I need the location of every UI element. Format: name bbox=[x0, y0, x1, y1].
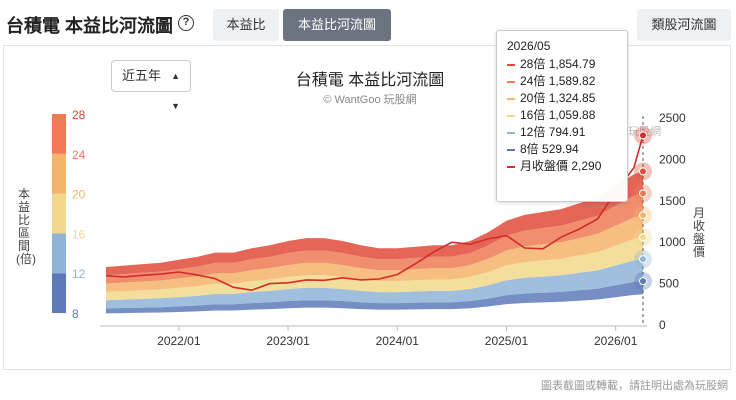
tooltip-label: 12倍 bbox=[520, 125, 549, 139]
marker-price bbox=[639, 131, 647, 140]
marker-8倍 bbox=[639, 277, 647, 286]
marker-24倍 bbox=[639, 189, 647, 198]
period-select[interactable]: 近五年 ▲ ▼ bbox=[111, 60, 191, 111]
tooltip-value: 1,059.88 bbox=[548, 108, 596, 122]
pe-scale-tick: 8 bbox=[72, 307, 79, 321]
series-swatch bbox=[507, 97, 515, 100]
series-swatch bbox=[507, 165, 515, 168]
pe-scale-segment bbox=[52, 153, 66, 194]
pe-scale-tick: 20 bbox=[72, 188, 86, 202]
band-8倍 bbox=[106, 281, 643, 314]
band-28倍 bbox=[106, 171, 643, 276]
x-tick-label: 2022/01 bbox=[157, 334, 201, 348]
help-circle-icon[interactable]: ? bbox=[178, 15, 194, 31]
marker-28倍 bbox=[639, 167, 647, 176]
y-right-tick: 2000 bbox=[659, 152, 686, 166]
chart-frame bbox=[3, 45, 731, 370]
tooltip-label: 月收盤價 bbox=[520, 159, 572, 173]
marker-16倍 bbox=[639, 233, 647, 242]
pe-scale-tick: 16 bbox=[72, 227, 86, 241]
y-right-tick: 1000 bbox=[659, 235, 686, 249]
price-line bbox=[105, 135, 644, 292]
x-tick-label: 2023/01 bbox=[266, 334, 310, 348]
series-swatch bbox=[507, 63, 515, 66]
pe-scale-tick: 28 bbox=[72, 108, 86, 122]
tooltip-date: 2026/05 bbox=[507, 39, 551, 53]
x-tick-label: 2026/01 bbox=[594, 334, 638, 348]
tooltip-value: 1,854.79 bbox=[548, 57, 596, 71]
chart-title: 台積電 本益比河流圖 bbox=[295, 72, 445, 89]
sort-caret-icon: ▲ ▼ bbox=[171, 71, 180, 111]
tooltip-value: 1,324.85 bbox=[548, 91, 596, 105]
tooltip-row: 24倍 1,589.82 bbox=[507, 73, 617, 90]
pe-scale-label: 本益比區間(倍) bbox=[16, 187, 36, 266]
watermark-text: 玩股網 bbox=[628, 124, 661, 138]
series-swatch bbox=[507, 131, 515, 134]
y-right-tick: 500 bbox=[659, 277, 679, 291]
tab-pe[interactable]: 本益比 bbox=[213, 9, 279, 41]
price-axis-label: 月收盤價 bbox=[692, 206, 705, 259]
tooltip-row: 8倍 529.94 bbox=[507, 141, 617, 158]
marker-20倍 bbox=[639, 211, 647, 220]
tooltip-label: 16倍 bbox=[520, 108, 549, 122]
tooltip-row: 12倍 794.91 bbox=[507, 124, 617, 141]
tooltip-row: 28倍 1,854.79 bbox=[507, 56, 617, 73]
tooltip-label: 28倍 bbox=[520, 57, 549, 71]
y-right-tick: 1500 bbox=[659, 194, 686, 208]
tooltip-label: 20倍 bbox=[520, 91, 549, 105]
band-20倍 bbox=[106, 215, 643, 292]
band-16倍 bbox=[106, 237, 643, 301]
tooltip-row: 20倍 1,324.85 bbox=[507, 90, 617, 107]
tooltip-label: 24倍 bbox=[520, 74, 549, 88]
pe-scale-segment bbox=[52, 193, 66, 234]
series-swatch bbox=[507, 80, 515, 83]
y-right-tick: 0 bbox=[659, 318, 666, 332]
footer-note: 圖表截圖或轉載，請註明出處為玩股網 bbox=[541, 380, 728, 392]
x-tick-label: 2024/01 bbox=[376, 334, 420, 348]
pe-scale-segment bbox=[52, 233, 66, 274]
tooltip-value: 794.91 bbox=[548, 125, 586, 139]
marker-12倍 bbox=[639, 255, 647, 264]
tooltip-row: 月收盤價 2,290 bbox=[507, 158, 617, 175]
page-title: 台積電 本益比河流圖 bbox=[6, 16, 174, 36]
pe-scale-tick: 24 bbox=[72, 148, 86, 162]
series-swatch bbox=[507, 148, 515, 151]
x-tick-label: 2025/01 bbox=[485, 334, 529, 348]
tooltip-value: 2,290 bbox=[571, 159, 602, 173]
period-select-value: 近五年 bbox=[122, 68, 162, 83]
industry-river-button[interactable]: 類股河流圖 bbox=[637, 9, 731, 41]
band-12倍 bbox=[106, 259, 643, 309]
tab-pe-river[interactable]: 本益比河流圖 bbox=[283, 9, 391, 41]
series-swatch bbox=[507, 114, 515, 117]
y-right-tick: 2500 bbox=[659, 111, 686, 125]
chart-tooltip: 2026/05 28倍 1,854.79 24倍 1,589.82 20倍 1,32… bbox=[496, 30, 628, 202]
chart-source: © WantGoo 玩股網 bbox=[323, 94, 417, 106]
pe-scale-tick: 12 bbox=[72, 267, 86, 281]
tooltip-row: 16倍 1,059.88 bbox=[507, 107, 617, 124]
pe-scale-segment bbox=[52, 114, 66, 154]
tooltip-value: 1,589.82 bbox=[548, 74, 596, 88]
pe-scale-segment bbox=[52, 273, 66, 313]
tooltip-value: 529.94 bbox=[542, 142, 579, 156]
tooltip-label: 8倍 bbox=[520, 142, 543, 156]
